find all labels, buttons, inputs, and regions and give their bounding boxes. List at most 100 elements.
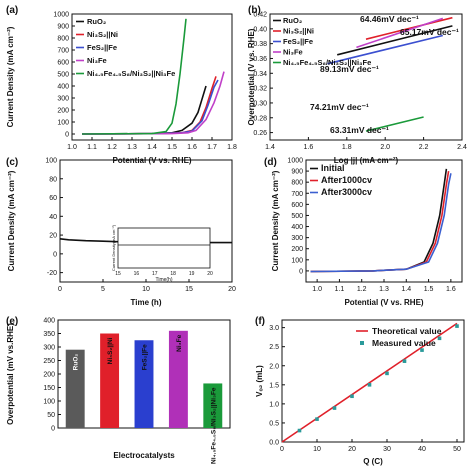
panel-label: (b) [248, 5, 261, 16]
bar-label: RuO₂ [73, 354, 80, 371]
y-axis-label: Vₒ₂ (mL) [255, 365, 264, 397]
series-line [81, 79, 219, 135]
y-tick-label: 400 [57, 84, 69, 91]
y-tick-label: 900 [291, 169, 303, 176]
y-tick-label: 2.0 [269, 363, 279, 370]
y-tick-label: 0 [65, 132, 69, 139]
y-tick-label: 0 [51, 426, 55, 433]
slope-annotation: 65.17mV dec⁻¹ [400, 27, 459, 37]
scatter-point [437, 336, 442, 341]
x-axis-label: Potential (V vs. RHE) [344, 298, 423, 307]
x-tick-label: 1.5 [424, 286, 434, 293]
series-line [365, 16, 453, 40]
series-line [281, 322, 458, 443]
x-axis-label: Time (h) [131, 298, 162, 307]
series-line [310, 173, 452, 273]
y-tick-label: 300 [57, 96, 69, 103]
legend-label: Ni₃S₂||Ni [87, 30, 118, 39]
inset-frame [117, 227, 211, 269]
panel-label: (c) [6, 157, 18, 168]
y-axis-label: Current Density (mA cm⁻²) [271, 170, 280, 271]
y-tick-label: 0.36 [253, 56, 267, 63]
x-tick-label: 2.0 [380, 144, 390, 151]
y-tick-label: 700 [291, 191, 303, 198]
x-tick-label: 0 [58, 286, 62, 293]
x-tick-label: 1.0 [67, 144, 77, 151]
y-tick-label: 1000 [53, 12, 69, 19]
x-tick-label: 40 [418, 446, 426, 453]
x-tick-label: 20 [348, 446, 356, 453]
x-tick-label: 30 [383, 446, 391, 453]
panel-d: (d) 0 100 200 300 400 500 600 700 800 900 1000 1.0 1.… [264, 157, 463, 307]
y-tick-label: 100 [43, 399, 55, 406]
scatter-point [402, 359, 407, 363]
legend-label: After3000cv [321, 187, 372, 197]
y-tick-label: 0.42 [253, 12, 267, 19]
panel-b: (b) 0.26 0.28 0.30 0.32 0.34 0.36 0.38 0.40 0.42 1… [247, 5, 467, 165]
x-tick-label: 1.8 [227, 144, 237, 151]
x-tick-label: 10 [313, 446, 321, 453]
legend-label: Ni₃Fe [283, 48, 303, 57]
series-line [81, 18, 187, 135]
x-tick-label: 1.4 [265, 144, 275, 151]
x-tick-label: 1.5 [167, 144, 177, 151]
scatter-point [350, 394, 354, 399]
scatter-point [455, 324, 459, 328]
bar [168, 330, 188, 428]
panel-label: (e) [6, 316, 18, 327]
y-tick-label: 300 [43, 345, 55, 352]
x-tick-label: 1.3 [127, 144, 137, 151]
inset-x-label: Time(h) [155, 277, 172, 283]
y-tick-label: 600 [57, 60, 69, 67]
series-line [327, 34, 443, 65]
panel-e: (e) Electrocatalysts Overpotential (mV vs.… [6, 316, 231, 464]
bar [65, 349, 85, 428]
y-tick-label: 20 [49, 233, 57, 240]
slope-annotation: 89.13mV dec⁻¹ [320, 64, 379, 74]
legend-label: Ni₄.₅Fe₄.₅S₈/Ni₃S₂||Ni₃Fe [87, 69, 175, 78]
x-tick-label: 1.7 [207, 144, 217, 151]
y-tick-label: 0.5 [269, 420, 279, 427]
bar-label: Ni₃Fe [176, 334, 183, 351]
inset-x-tick: 17 [152, 271, 158, 277]
bar [100, 333, 120, 428]
slope-annotation: 63.31mV dec⁻¹ [330, 125, 389, 135]
series-line [356, 17, 444, 49]
legend-label: Theoretical value [372, 326, 442, 336]
x-axis-label: Q (C) [363, 457, 383, 466]
y-tick-label: 0.30 [253, 100, 267, 107]
legend-label: Ni₃Fe [87, 56, 107, 65]
y-tick-label: 0.38 [253, 41, 267, 48]
y-tick-label: 200 [43, 372, 55, 379]
y-tick-label: 0.40 [253, 26, 267, 33]
x-tick-label: 1.1 [87, 144, 97, 151]
inset-x-tick: 18 [170, 271, 176, 277]
x-tick-label: 1.0 [312, 286, 322, 293]
y-tick-label: 0.28 [253, 115, 267, 122]
y-tick-label: 600 [291, 202, 303, 209]
scatter-point [367, 383, 372, 387]
legend-label: Ni₃S₂||Ni [283, 27, 314, 36]
bar-label: Ni₄.₅Fe₄.₅S₈/Ni₃S₂||Ni₃Fe [210, 387, 217, 464]
y-tick-label: 0.0 [269, 440, 279, 447]
y-tick-label: 0 [299, 268, 303, 275]
x-tick-label: 2.4 [457, 144, 467, 151]
x-tick-label: 1.4 [147, 144, 157, 151]
y-tick-label: 800 [291, 180, 303, 187]
bar [134, 340, 154, 428]
y-tick-label: 100 [291, 257, 303, 264]
x-tick-label: 1.4 [401, 286, 411, 293]
y-axis-label: Current Density (mA cm⁻²) [6, 26, 15, 127]
y-tick-label: 0.26 [253, 130, 267, 137]
y-tick-label: -20 [47, 270, 57, 277]
legend-label: FeS₂||Fe [87, 43, 117, 52]
panel-a: (a) 0 100 200 300 400 500 600 700 800 900 1000 1.0 1.… [6, 5, 237, 165]
y-tick-label: 100 [57, 120, 69, 127]
x-tick-label: 2.2 [419, 144, 429, 151]
x-tick-label: 0 [280, 446, 284, 453]
x-tick-label: 10 [142, 286, 150, 293]
x-tick-label: 1.2 [357, 286, 367, 293]
panel-f: (f) 0.0 0.5 1.0 1.5 2.0 2.5 3.0 0 10 20 30 40 50 Q (C)… [255, 316, 465, 466]
y-tick-label: 1.0 [269, 401, 279, 408]
